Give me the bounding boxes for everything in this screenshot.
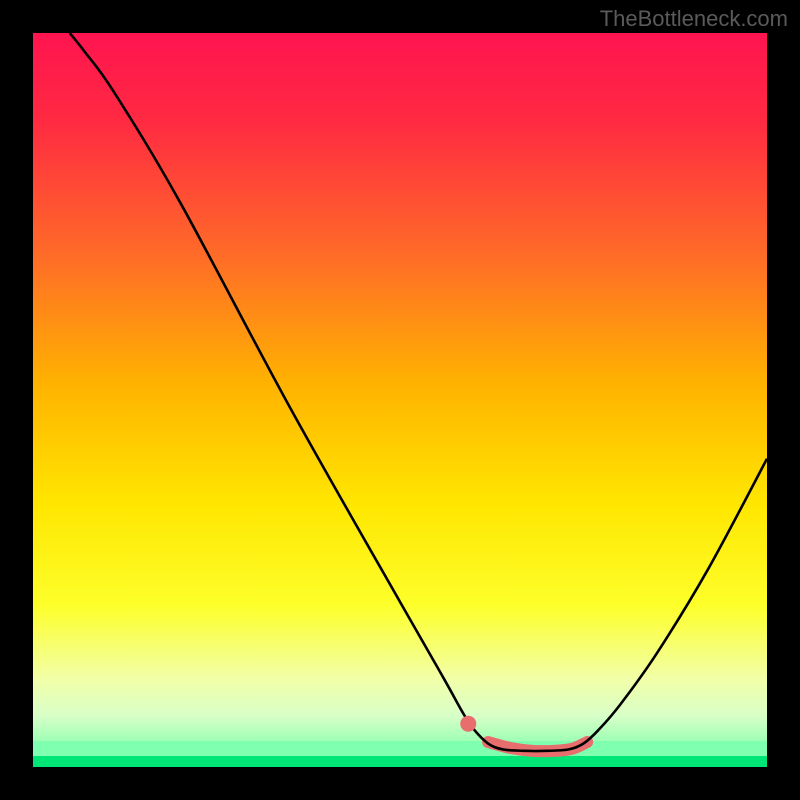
chart-stage: TheBottleneck.com	[0, 0, 800, 800]
curve-layer	[33, 33, 767, 767]
performance-curve	[70, 33, 767, 751]
watermark-text: TheBottleneck.com	[600, 6, 788, 32]
plot-area	[33, 33, 767, 767]
marker-dot	[460, 716, 476, 732]
